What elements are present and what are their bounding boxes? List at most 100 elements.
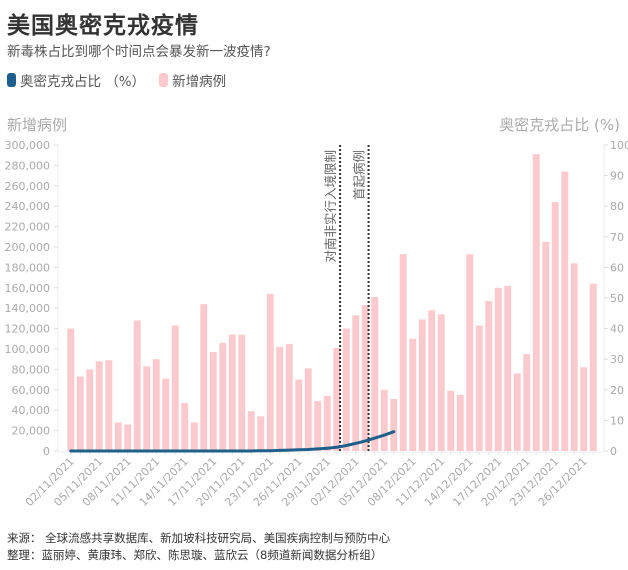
- chart-title: 美国奥密克戎疫情: [7, 13, 199, 39]
- left-tick-label: 80,000: [12, 363, 51, 376]
- right-tick-label: 70: [610, 231, 624, 244]
- bar-new-cases: [456, 394, 464, 451]
- bar-new-cases: [162, 378, 170, 451]
- right-tick-label: 100: [610, 139, 628, 152]
- bar-new-cases: [95, 361, 103, 451]
- chart-subtitle: 新毒株占比到哪个时间点会暴发新一波疫情?: [7, 44, 271, 60]
- left-tick-label: 300,000: [5, 139, 51, 152]
- bar-new-cases: [333, 347, 341, 451]
- legend-label-omicron: 奥密克戎占比 （%）: [20, 74, 146, 90]
- bar-new-cases: [380, 389, 388, 451]
- annotation-label: 首起病例: [352, 150, 367, 200]
- legend-swatch-omicron: [7, 73, 16, 87]
- bar-new-cases: [361, 305, 369, 451]
- bar-new-cases: [504, 285, 512, 451]
- bar-new-cases: [466, 254, 474, 451]
- bar-new-cases: [114, 422, 122, 451]
- bar-new-cases: [257, 416, 265, 451]
- left-tick-label: 180,000: [5, 261, 51, 274]
- bar-new-cases: [523, 354, 531, 451]
- bar-new-cases: [409, 338, 417, 451]
- left-tick-label: 0: [43, 445, 50, 458]
- left-tick-label: 140,000: [5, 302, 51, 315]
- bar-new-cases: [494, 287, 502, 451]
- left-tick-label: 160,000: [5, 282, 51, 295]
- bar-new-cases: [86, 369, 94, 451]
- bar-new-cases: [428, 310, 436, 451]
- bar-new-cases: [124, 424, 132, 451]
- left-tick-label: 100,000: [5, 343, 51, 356]
- right-tick-label: 90: [610, 170, 624, 183]
- left-tick-label: 260,000: [5, 180, 51, 193]
- legend-swatch-cases: [159, 73, 169, 87]
- bar-new-cases: [295, 379, 303, 451]
- right-axis-title: 奥密克戎占比 (%): [499, 116, 620, 134]
- right-tick-label: 0: [610, 445, 617, 458]
- right-tick-label: 80: [610, 200, 624, 213]
- left-axis-title: 新增病例: [7, 116, 68, 134]
- bar-new-cases: [304, 368, 312, 451]
- bar-new-cases: [200, 304, 208, 451]
- left-tick-label: 40,000: [12, 404, 51, 417]
- bar-new-cases: [105, 360, 113, 451]
- bar-new-cases: [399, 254, 407, 451]
- legend-item-cases: 新增病例: [159, 70, 226, 90]
- bar-new-cases: [418, 319, 426, 451]
- bar-new-cases: [219, 342, 227, 451]
- bar-new-cases: [209, 352, 217, 451]
- bar-new-cases: [181, 403, 189, 451]
- right-tick-label: 20: [610, 384, 624, 397]
- bar-new-cases: [238, 334, 246, 451]
- bar-new-cases: [485, 301, 493, 451]
- left-tick-label: 240,000: [5, 200, 51, 213]
- right-tick-label: 30: [610, 353, 624, 366]
- bar-new-cases: [447, 390, 455, 451]
- legend-item-omicron: 奥密克戎占比 （%）: [7, 70, 145, 90]
- legend: 奥密克戎占比 （%） 新增病例: [7, 70, 240, 90]
- left-tick-label: 220,000: [5, 221, 51, 234]
- right-tick-label: 40: [610, 323, 624, 336]
- footer-compiled: 整理：蓝丽婷、黄康玮、郑欣、陈思璇、蓝欣云（8频道新闻数据分析组）: [7, 548, 383, 562]
- bar-new-cases: [532, 154, 540, 451]
- bar-new-cases: [513, 373, 521, 451]
- bar-new-cases: [580, 367, 588, 451]
- chart-plot: 0 20,000 40,000 60,000 80,000 100,000 120,000 1…: [5, 139, 628, 509]
- bar-new-cases: [323, 395, 331, 451]
- bar-new-cases: [589, 283, 597, 451]
- bar-new-cases: [247, 411, 255, 451]
- right-tick-label: 60: [610, 261, 624, 274]
- bar-new-cases: [314, 401, 322, 451]
- right-tick-label: 50: [610, 292, 624, 305]
- bar-new-cases: [551, 202, 559, 451]
- left-tick-label: 20,000: [12, 425, 51, 438]
- left-tick-label: 280,000: [5, 159, 51, 172]
- bar-new-cases: [143, 366, 151, 451]
- bar-new-cases: [266, 293, 274, 451]
- bar-new-cases: [561, 171, 569, 451]
- bar-new-cases: [342, 328, 350, 451]
- bar-new-cases: [285, 343, 293, 451]
- bar-new-cases: [152, 359, 160, 451]
- bar-new-cases: [570, 263, 578, 451]
- right-tick-label: 10: [610, 414, 624, 427]
- bar-new-cases: [276, 346, 284, 451]
- bar-new-cases: [390, 398, 398, 451]
- left-tick-label: 200,000: [5, 241, 51, 254]
- bar-new-cases: [133, 320, 141, 451]
- legend-label-cases: 新增病例: [172, 74, 227, 90]
- annotation-label: 对南非实行入境限制: [323, 150, 338, 263]
- bar-new-cases: [352, 315, 360, 451]
- bar-new-cases: [171, 325, 179, 451]
- left-tick-label: 60,000: [12, 384, 51, 397]
- bar-new-cases: [228, 334, 236, 451]
- bar-new-cases: [76, 376, 84, 451]
- bar-new-cases: [437, 314, 445, 451]
- bar-new-cases: [475, 325, 483, 451]
- bar-new-cases: [371, 296, 379, 451]
- left-tick-label: 120,000: [5, 323, 51, 336]
- bar-new-cases: [542, 241, 550, 451]
- omicron-share-line: [69, 430, 396, 453]
- footer-source: 来源： 全球流感共享数据库、新加坡科技研究局、美国疾病控制与预防中心: [7, 531, 391, 545]
- bar-new-cases: [190, 422, 198, 451]
- bar-new-cases: [67, 328, 75, 451]
